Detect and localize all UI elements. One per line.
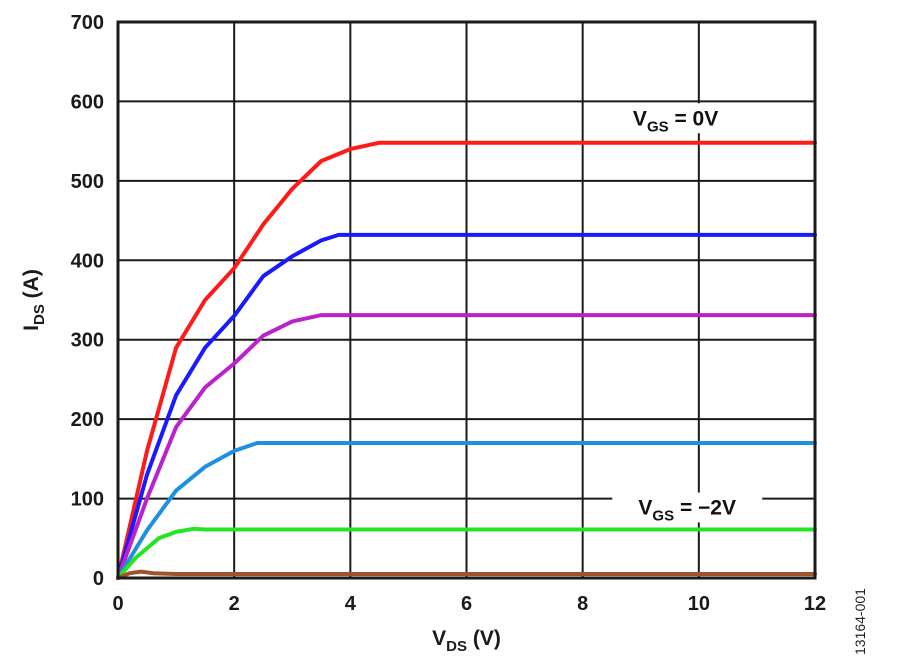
y-tick-label: 0 xyxy=(93,568,104,590)
x-tick-label: 0 xyxy=(112,593,123,615)
series-line-3 xyxy=(116,313,817,580)
series-group xyxy=(116,140,817,580)
y-axis-label-unit: (A) xyxy=(20,269,43,304)
x-axis-label: VDS (V) xyxy=(432,627,501,655)
series-line-1 xyxy=(116,140,817,580)
y-axis-label-main: I xyxy=(20,325,43,331)
x-axis-label-sub: DS xyxy=(446,638,467,655)
annotations: VGS = 0V VGS = −2V xyxy=(600,103,763,524)
annotation-vgs-2: VGS = −2V xyxy=(638,496,736,524)
figure-id: 13164-001 xyxy=(852,588,868,655)
annotation-bg xyxy=(612,492,763,523)
x-tick-label: 12 xyxy=(804,593,826,615)
series-line-2 xyxy=(116,232,817,580)
plot-frame xyxy=(116,20,817,580)
series-line-5 xyxy=(116,526,817,580)
y-tick-label: 500 xyxy=(71,171,104,193)
gridlines xyxy=(118,22,815,578)
tick-labels: 0 2 4 6 8 10 12 0 100 200 300 400 500 600 700 xyxy=(71,12,827,615)
annotation-vgs-1: VGS = 0V xyxy=(633,107,718,135)
y-tick-label: 100 xyxy=(71,489,104,511)
x-axis-label-unit: (V) xyxy=(467,627,501,650)
y-tick-label: 400 xyxy=(71,250,104,272)
x-axis-label-main: V xyxy=(432,627,446,650)
y-tick-label: 300 xyxy=(71,330,104,352)
x-tick-label: 6 xyxy=(461,593,472,615)
series-line-4 xyxy=(116,441,817,580)
series-line-6 xyxy=(116,569,817,580)
x-tick-label: 2 xyxy=(229,593,240,615)
x-tick-label: 8 xyxy=(577,593,588,615)
annotation-bg xyxy=(600,103,751,134)
y-tick-label: 600 xyxy=(71,91,104,113)
y-axis-label-sub: DS xyxy=(31,304,48,325)
x-tick-label: 4 xyxy=(345,593,357,615)
x-tick-label: 10 xyxy=(688,593,710,615)
y-tick-label: 200 xyxy=(71,409,104,431)
y-tick-label: 700 xyxy=(71,12,104,34)
y-axis-label: IDS (A) xyxy=(20,269,48,331)
